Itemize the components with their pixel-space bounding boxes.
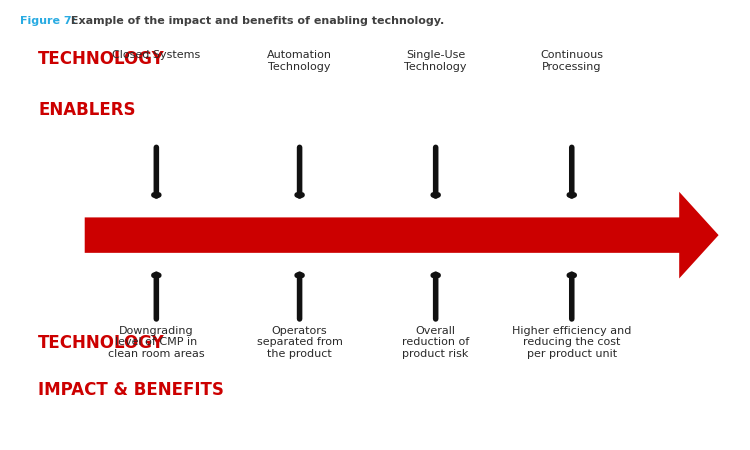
Text: ENABLERS: ENABLERS (38, 101, 136, 119)
Text: Automation
Technology: Automation Technology (267, 50, 332, 72)
Text: Operators
separated from
the product: Operators separated from the product (256, 326, 343, 359)
Text: Continuous
Processing: Continuous Processing (540, 50, 603, 72)
Text: IMPACT & BENEFITS: IMPACT & BENEFITS (38, 381, 224, 399)
Text: Figure 7:: Figure 7: (20, 16, 76, 26)
Text: Overall
reduction of
product risk: Overall reduction of product risk (402, 326, 470, 359)
Text: Downgrading
level of CMP in
clean room areas: Downgrading level of CMP in clean room a… (108, 326, 205, 359)
Text: Higher efficiency and
reducing the cost
per product unit: Higher efficiency and reducing the cost … (512, 326, 632, 359)
FancyArrow shape (85, 192, 718, 279)
Text: TECHNOLOGY: TECHNOLOGY (38, 333, 165, 351)
Text: Example of the impact and benefits of enabling technology.: Example of the impact and benefits of en… (67, 16, 444, 26)
Text: TECHNOLOGY: TECHNOLOGY (38, 50, 165, 68)
Text: Single-Use
Technology: Single-Use Technology (404, 50, 467, 72)
Text: Closed Systems: Closed Systems (112, 50, 200, 60)
